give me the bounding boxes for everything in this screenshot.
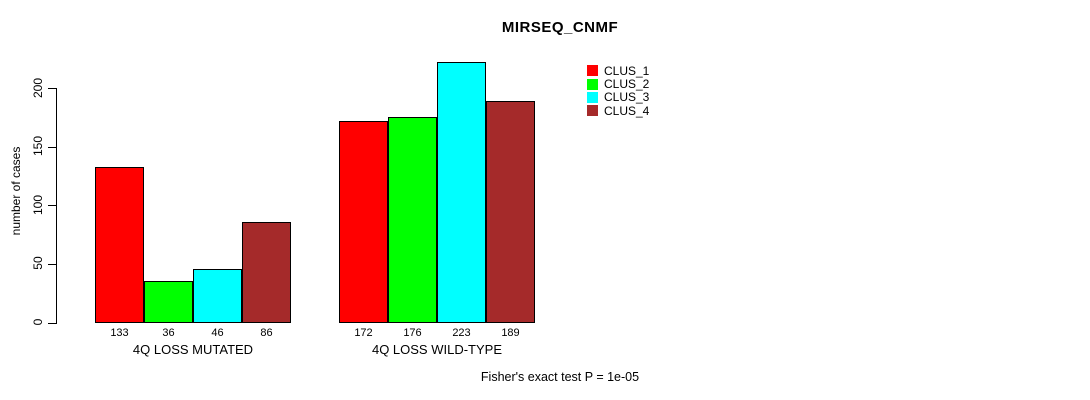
bar-clus_1-group1 <box>95 167 144 323</box>
y-tick-150 <box>48 146 57 148</box>
y-tick-100 <box>48 205 57 207</box>
y-tick-50 <box>48 263 57 265</box>
y-tick-label-200: 200 <box>31 77 45 98</box>
y-tick-200 <box>48 88 57 89</box>
bar-value-clus_1-group2: 172 <box>354 327 373 339</box>
bar-value-clus_2-group1: 36 <box>162 327 175 339</box>
legend-item-clus_1: CLUS_1 <box>587 64 649 77</box>
y-tick-label-150: 150 <box>31 136 45 157</box>
category-label-group1: 4Q LOSS MUTATED <box>132 342 254 357</box>
bar-clus_4-group1 <box>242 222 291 323</box>
legend-item-clus_2: CLUS_2 <box>587 77 649 90</box>
legend-item-clus_4: CLUS_4 <box>587 104 649 117</box>
legend-swatch-clus_3 <box>587 91 598 103</box>
y-tick-0 <box>48 322 57 324</box>
y-axis-label: number of cases <box>9 146 23 236</box>
bar-clus_2-group1 <box>144 281 193 323</box>
y-tick-label-100: 100 <box>31 194 45 215</box>
legend: CLUS_1 CLUS_2 CLUS_3 CLUS_4 <box>587 64 649 118</box>
legend-label-clus_2: CLUS_2 <box>604 77 650 92</box>
bar-clus_2-group2 <box>388 117 437 323</box>
bar-clus_3-group2 <box>437 62 486 323</box>
stat-annotation: Fisher's exact test P = 1e-05 <box>480 370 640 384</box>
bar-value-clus_4-group1: 86 <box>260 327 273 339</box>
bar-value-clus_1-group1: 133 <box>110 327 129 339</box>
y-tick-label-50: 50 <box>31 256 45 271</box>
bar-value-clus_2-group2: 176 <box>403 327 422 339</box>
legend-swatch-clus_1 <box>587 65 598 77</box>
category-label-group2: 4Q LOSS WILD-TYPE <box>371 342 503 357</box>
bar-value-clus_4-group2: 189 <box>501 327 520 339</box>
bar-value-clus_3-group2: 223 <box>452 327 471 339</box>
legend-item-clus_3: CLUS_3 <box>587 91 649 104</box>
chart-title: MIRSEQ_CNMF <box>501 19 619 36</box>
bar-clus_1-group2 <box>339 121 388 323</box>
legend-label-clus_1: CLUS_1 <box>604 63 650 78</box>
legend-swatch-clus_4 <box>587 105 598 117</box>
bar-value-clus_3-group1: 46 <box>211 327 224 339</box>
bar-clus_4-group2 <box>486 101 535 323</box>
legend-label-clus_3: CLUS_3 <box>604 90 650 105</box>
legend-label-clus_4: CLUS_4 <box>604 103 650 118</box>
legend-swatch-clus_2 <box>587 78 598 90</box>
bar-clus_3-group1 <box>193 269 242 323</box>
y-tick-label-0: 0 <box>31 318 45 326</box>
